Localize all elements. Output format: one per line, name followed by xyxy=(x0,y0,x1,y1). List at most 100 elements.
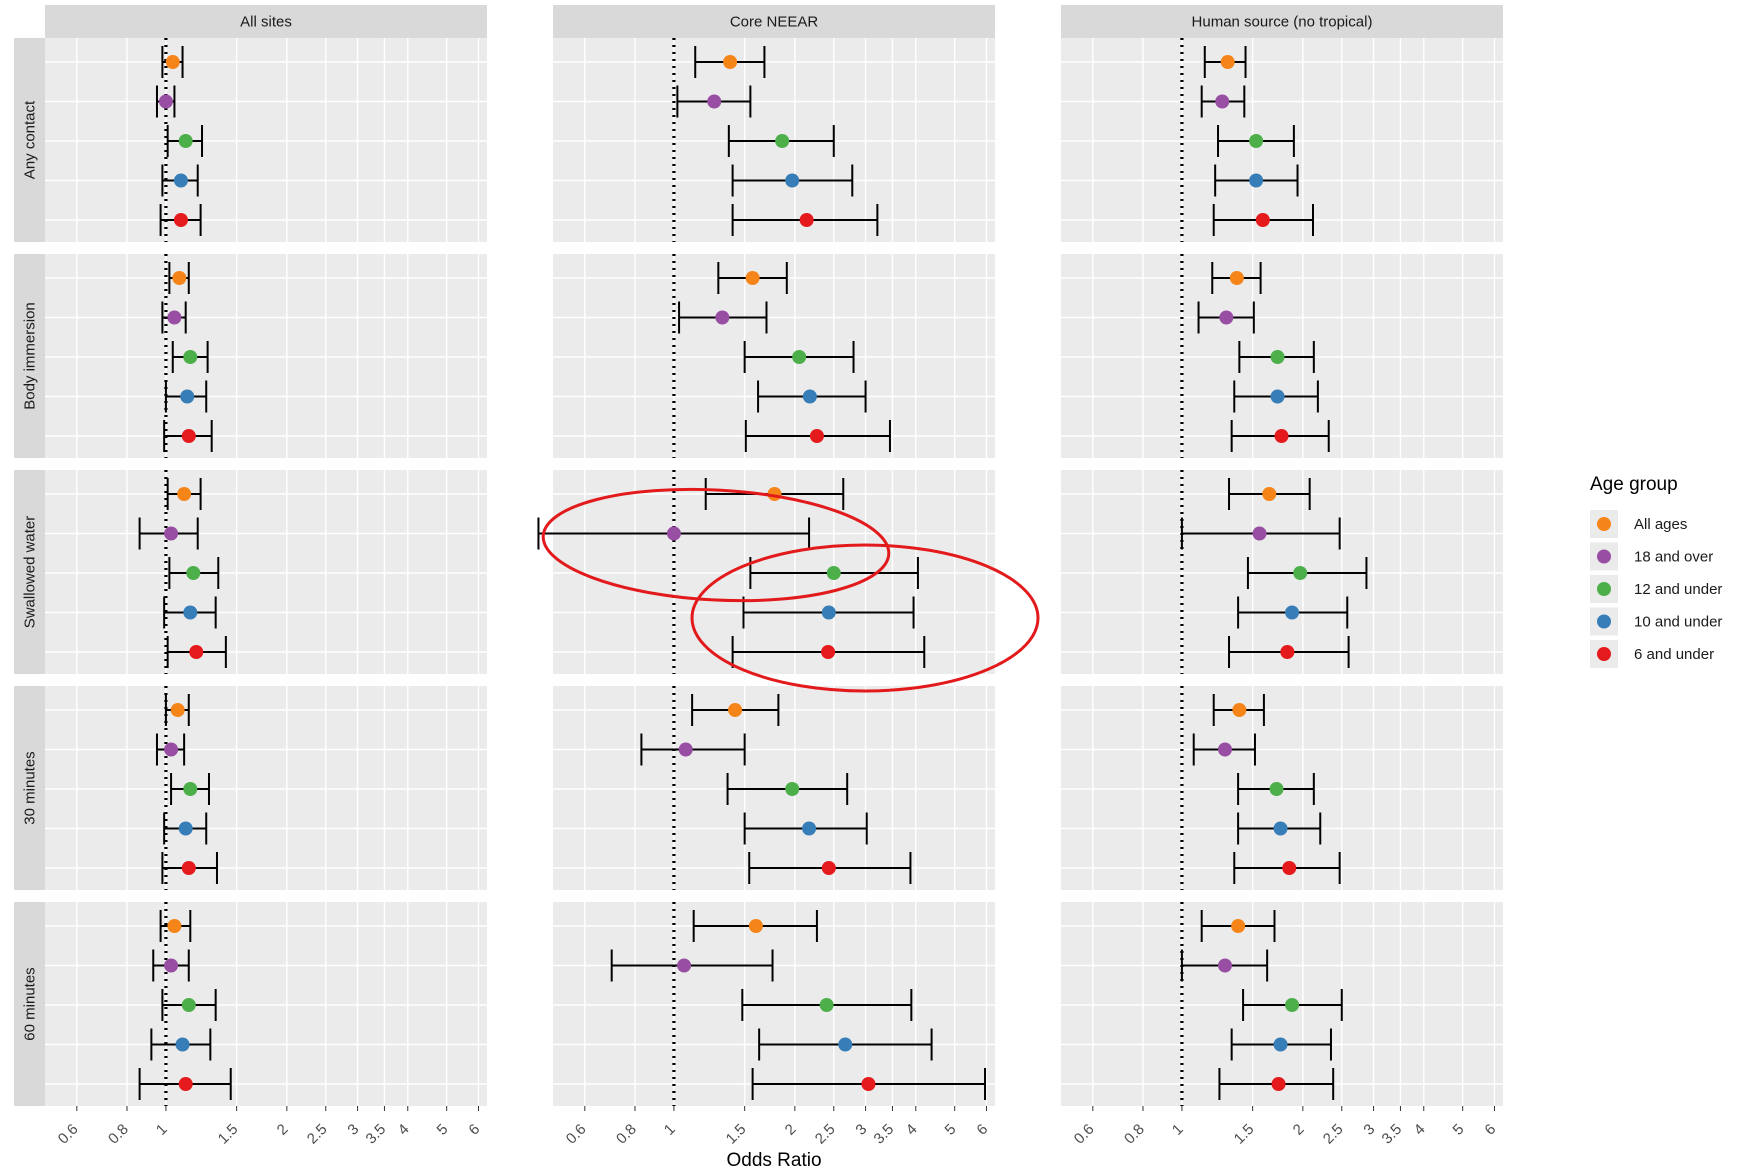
point-estimate xyxy=(1293,566,1308,580)
point-estimate xyxy=(1270,389,1285,404)
x-tick-label: 5 xyxy=(942,1121,960,1139)
x-tick-label: 3 xyxy=(852,1121,870,1139)
point-estimate xyxy=(183,350,198,364)
row-strip-5 xyxy=(14,902,45,1106)
legend-label: 6 and under xyxy=(1634,646,1714,663)
x-tick-label: 3.5 xyxy=(1379,1121,1406,1148)
point-estimate xyxy=(170,703,185,717)
point-estimate xyxy=(1215,94,1230,109)
x-axis-title: Odds Ratio xyxy=(726,1150,821,1171)
point-estimate xyxy=(189,645,204,659)
x-tick-label: 0.6 xyxy=(1071,1121,1098,1148)
point-estimate xyxy=(178,134,193,148)
panel xyxy=(45,254,487,458)
point-estimate xyxy=(164,742,179,757)
x-tick-label: 2.5 xyxy=(812,1121,839,1148)
point-estimate xyxy=(775,134,790,148)
panel-background xyxy=(45,902,487,1106)
panel-background xyxy=(45,686,487,890)
x-tick-label: 1 xyxy=(153,1121,171,1139)
point-estimate xyxy=(666,526,681,541)
point-estimate xyxy=(1217,958,1232,973)
row-strip-1 xyxy=(14,38,45,242)
point-estimate xyxy=(1285,998,1300,1012)
point-estimate xyxy=(181,998,196,1012)
x-tick-label: 2 xyxy=(1290,1121,1308,1139)
point-estimate xyxy=(1274,429,1289,443)
x-tick-label: 1.5 xyxy=(1231,1121,1258,1148)
panel xyxy=(45,470,487,674)
legend-point xyxy=(1597,647,1611,661)
row-strip-label: 30 minutes xyxy=(22,751,39,824)
column-strip-2 xyxy=(553,5,995,38)
panel xyxy=(553,686,995,890)
point-estimate xyxy=(826,566,841,580)
x-tick-label: 2.5 xyxy=(304,1121,331,1148)
point-estimate xyxy=(173,173,188,188)
point-estimate xyxy=(1285,605,1300,620)
x-tick-label: 3.5 xyxy=(363,1121,390,1148)
point-estimate xyxy=(707,94,722,109)
x-tick-label: 1.5 xyxy=(215,1121,242,1148)
x-tick-label: 6 xyxy=(973,1121,991,1139)
row-strip-2 xyxy=(14,254,45,458)
x-tick-label: 6 xyxy=(1481,1121,1499,1139)
point-estimate xyxy=(1273,1037,1288,1052)
row-strip-label: 60 minutes xyxy=(22,967,39,1040)
point-estimate xyxy=(785,173,800,188)
point-estimate xyxy=(809,429,824,443)
legend-label: All ages xyxy=(1634,516,1687,533)
point-estimate xyxy=(1271,1077,1286,1091)
x-tick-label: 2 xyxy=(274,1121,292,1139)
point-estimate xyxy=(178,1077,193,1091)
point-estimate xyxy=(172,271,187,285)
column-strip-1 xyxy=(45,5,487,38)
point-estimate xyxy=(745,271,760,285)
legend-point xyxy=(1597,614,1611,629)
point-estimate xyxy=(177,487,192,501)
point-estimate xyxy=(181,429,196,443)
point-estimate xyxy=(678,742,693,757)
panel xyxy=(1061,902,1503,1106)
column-strip-label: All sites xyxy=(240,14,292,31)
point-estimate xyxy=(173,213,188,227)
column-strip-label: Core NEEAR xyxy=(730,14,819,31)
x-tick-label: 2 xyxy=(782,1121,800,1139)
point-estimate xyxy=(792,350,807,364)
x-tick-label: 2.5 xyxy=(1320,1121,1347,1148)
point-estimate xyxy=(1231,919,1246,933)
panel xyxy=(45,686,487,890)
x-tick-label: 0.8 xyxy=(105,1121,132,1148)
point-estimate xyxy=(1229,271,1244,285)
point-estimate xyxy=(838,1037,853,1052)
point-estimate xyxy=(158,94,173,109)
x-tick-label: 5 xyxy=(434,1121,452,1139)
point-estimate xyxy=(819,998,834,1012)
point-estimate xyxy=(728,703,743,717)
row-strip-3 xyxy=(14,470,45,674)
point-estimate xyxy=(821,861,836,875)
column-strip-label: Human source (no tropical) xyxy=(1192,14,1373,31)
x-tick-label: 6 xyxy=(465,1121,483,1139)
x-tick-label: 4 xyxy=(1411,1121,1429,1139)
point-estimate xyxy=(164,526,179,541)
point-estimate xyxy=(1249,134,1264,148)
legend-point xyxy=(1597,517,1611,531)
x-tick-label: 3 xyxy=(1360,1121,1378,1139)
legend-label: 10 and under xyxy=(1634,614,1722,631)
point-estimate xyxy=(1262,487,1277,501)
point-estimate xyxy=(1249,173,1264,188)
column-strip-3 xyxy=(1061,5,1503,38)
point-estimate xyxy=(1280,645,1295,659)
point-estimate xyxy=(715,310,730,325)
point-estimate xyxy=(1219,310,1234,325)
point-estimate xyxy=(802,389,817,404)
point-estimate xyxy=(181,861,196,875)
point-estimate xyxy=(164,958,179,973)
x-tick-label: 5 xyxy=(1450,1121,1468,1139)
panel xyxy=(553,38,995,242)
point-estimate xyxy=(821,645,836,659)
legend-label: 18 and over xyxy=(1634,549,1713,566)
point-estimate xyxy=(183,605,198,620)
panel xyxy=(1061,686,1503,890)
